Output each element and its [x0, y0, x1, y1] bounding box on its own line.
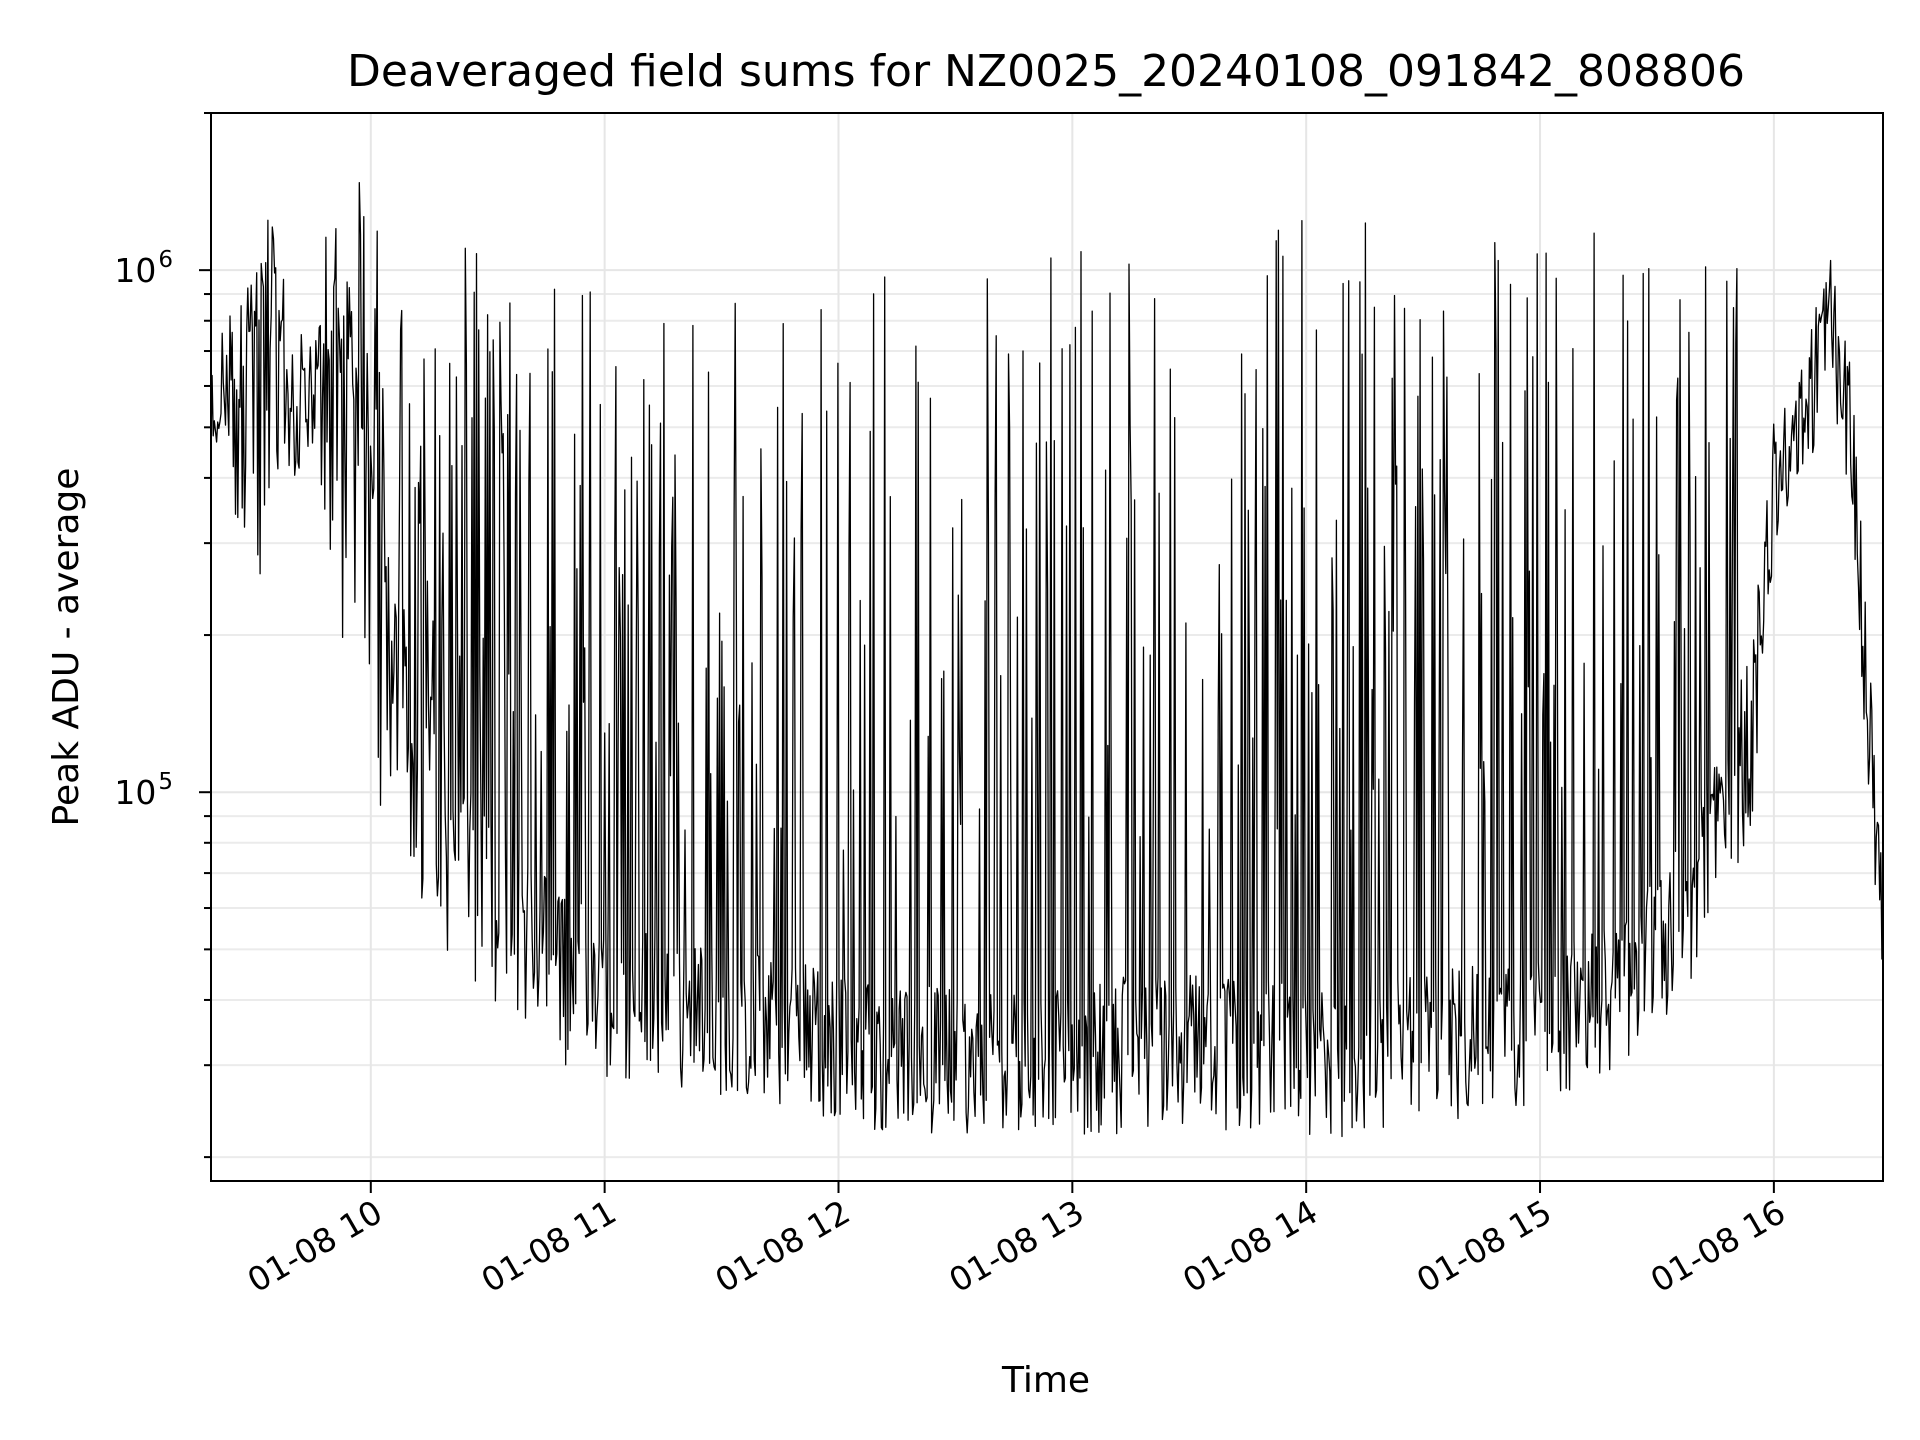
plot-series — [210, 182, 1884, 1138]
x-axis-label: Time — [1001, 1360, 1090, 1401]
y-axis-label: Peak ADU - average — [46, 468, 87, 827]
chart-title: Deaveraged field sums for NZ0025_2024010… — [347, 46, 1745, 97]
series-line — [210, 182, 1884, 1138]
plot-frame — [210, 112, 1884, 1182]
